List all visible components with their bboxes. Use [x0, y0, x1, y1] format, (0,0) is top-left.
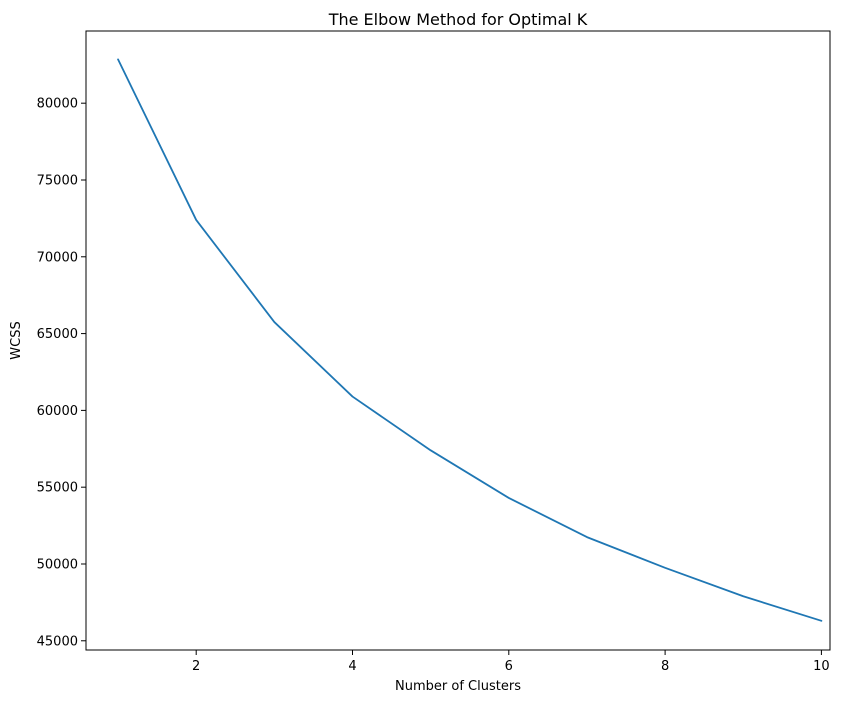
x-axis-label: Number of Clusters — [395, 679, 521, 694]
x-tick-label: 8 — [661, 659, 669, 674]
y-tick-label: 80000 — [37, 97, 78, 112]
y-tick-label: 50000 — [37, 557, 78, 572]
x-axis: 2 4 6 8 10 — [192, 650, 830, 674]
y-tick-label: 55000 — [37, 481, 78, 496]
chart-title: The Elbow Method for Optimal K — [328, 10, 588, 29]
y-tick-label: 65000 — [37, 327, 78, 342]
x-tick-label: 2 — [192, 659, 200, 674]
plot-area: 2 4 6 8 10 45000 50000 55000 60000 65000 70000 750… — [37, 30, 831, 674]
series-line — [117, 58, 823, 622]
y-tick-label: 60000 — [37, 404, 78, 419]
x-tick-label: 10 — [813, 659, 830, 674]
x-tick-label: 4 — [348, 659, 356, 674]
x-tick-label: 6 — [505, 659, 513, 674]
y-axis-label: WCSS — [9, 321, 24, 359]
series-group — [117, 58, 823, 622]
y-tick-label: 75000 — [37, 173, 78, 188]
y-tick-label: 70000 — [37, 250, 78, 265]
y-axis: 45000 50000 55000 60000 65000 70000 75000 80000 — [37, 97, 86, 649]
y-tick-label: 45000 — [37, 634, 78, 649]
plot-frame — [85, 30, 831, 651]
